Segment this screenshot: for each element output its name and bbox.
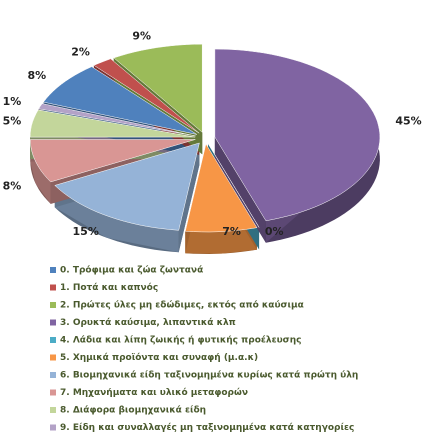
legend-label: 1. Ποτά και καπνός bbox=[60, 282, 158, 293]
legend-label: 4. Λάδια και λίπη ζωικής ή φυτικής προέλ… bbox=[60, 335, 301, 346]
slice bbox=[184, 143, 258, 233]
slice bbox=[29, 109, 196, 138]
slice-side bbox=[54, 185, 179, 253]
slice bbox=[207, 143, 260, 228]
legend-swatch bbox=[50, 372, 56, 378]
data-label: 8% bbox=[27, 69, 46, 82]
data-label: 2% bbox=[71, 46, 90, 59]
slice bbox=[93, 58, 200, 134]
legend-label: 5. Χημικά προϊόντα και συναφή (μ.α.κ) bbox=[60, 352, 258, 363]
data-label: 9% bbox=[132, 30, 151, 43]
legend-swatch bbox=[50, 389, 56, 396]
slice-side bbox=[30, 139, 51, 204]
legend-swatch bbox=[50, 354, 56, 361]
data-label: 45% bbox=[395, 114, 421, 127]
legend-label: 9. Είδη και συναλλαγές μη ταξινομημένα κ… bbox=[60, 422, 354, 432]
data-label: 8% bbox=[3, 179, 22, 192]
legend-swatch bbox=[50, 407, 56, 413]
legend-label: 6. Βιομηχανικά είδη ταξινομημένα κυρίως … bbox=[60, 370, 358, 381]
slice bbox=[214, 48, 381, 222]
data-label: 0% bbox=[265, 225, 284, 238]
slice-side bbox=[214, 137, 266, 243]
slice bbox=[113, 43, 203, 133]
slice-side bbox=[178, 142, 200, 253]
data-label: 15% bbox=[73, 225, 99, 238]
slice bbox=[38, 103, 196, 137]
data-label: 5% bbox=[3, 114, 22, 127]
legend-swatch bbox=[50, 424, 56, 431]
legend-label: 0. Τρόφιμα και ζώα ζωντανά bbox=[60, 265, 203, 276]
legend-label: 8. Διάφορα βιομηχανικά είδη bbox=[60, 405, 206, 416]
legend-swatch bbox=[50, 302, 56, 308]
legend-label: 7. Μηχανήματα και υλικό μεταφορών bbox=[60, 387, 248, 398]
pie-tops bbox=[29, 43, 381, 233]
legend-swatch bbox=[50, 337, 56, 343]
legend-label: 2. Πρώτες ύλες μη εδώδιμες, εκτός από κα… bbox=[60, 300, 304, 311]
slice-side bbox=[185, 227, 257, 254]
legend-swatch bbox=[50, 319, 56, 326]
legend-swatch bbox=[50, 284, 56, 291]
slice bbox=[30, 139, 196, 183]
data-label: 1% bbox=[3, 95, 22, 108]
slice bbox=[43, 66, 198, 135]
legend-swatch bbox=[50, 267, 56, 273]
legend-label: 3. Ορυκτά καύσιμα, λιπαντικά κλπ bbox=[60, 318, 236, 328]
slice bbox=[54, 142, 200, 231]
data-label: 7% bbox=[222, 225, 241, 238]
